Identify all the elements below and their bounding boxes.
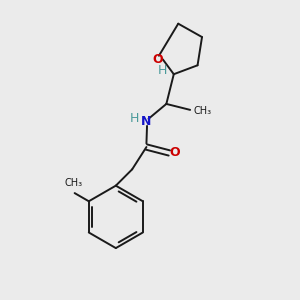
Text: O: O (169, 146, 180, 160)
Text: H: H (130, 112, 139, 125)
Text: CH₃: CH₃ (64, 178, 82, 188)
Text: O: O (152, 53, 163, 66)
Text: N: N (141, 115, 152, 128)
Text: CH₃: CH₃ (194, 106, 212, 116)
Text: H: H (158, 64, 167, 77)
